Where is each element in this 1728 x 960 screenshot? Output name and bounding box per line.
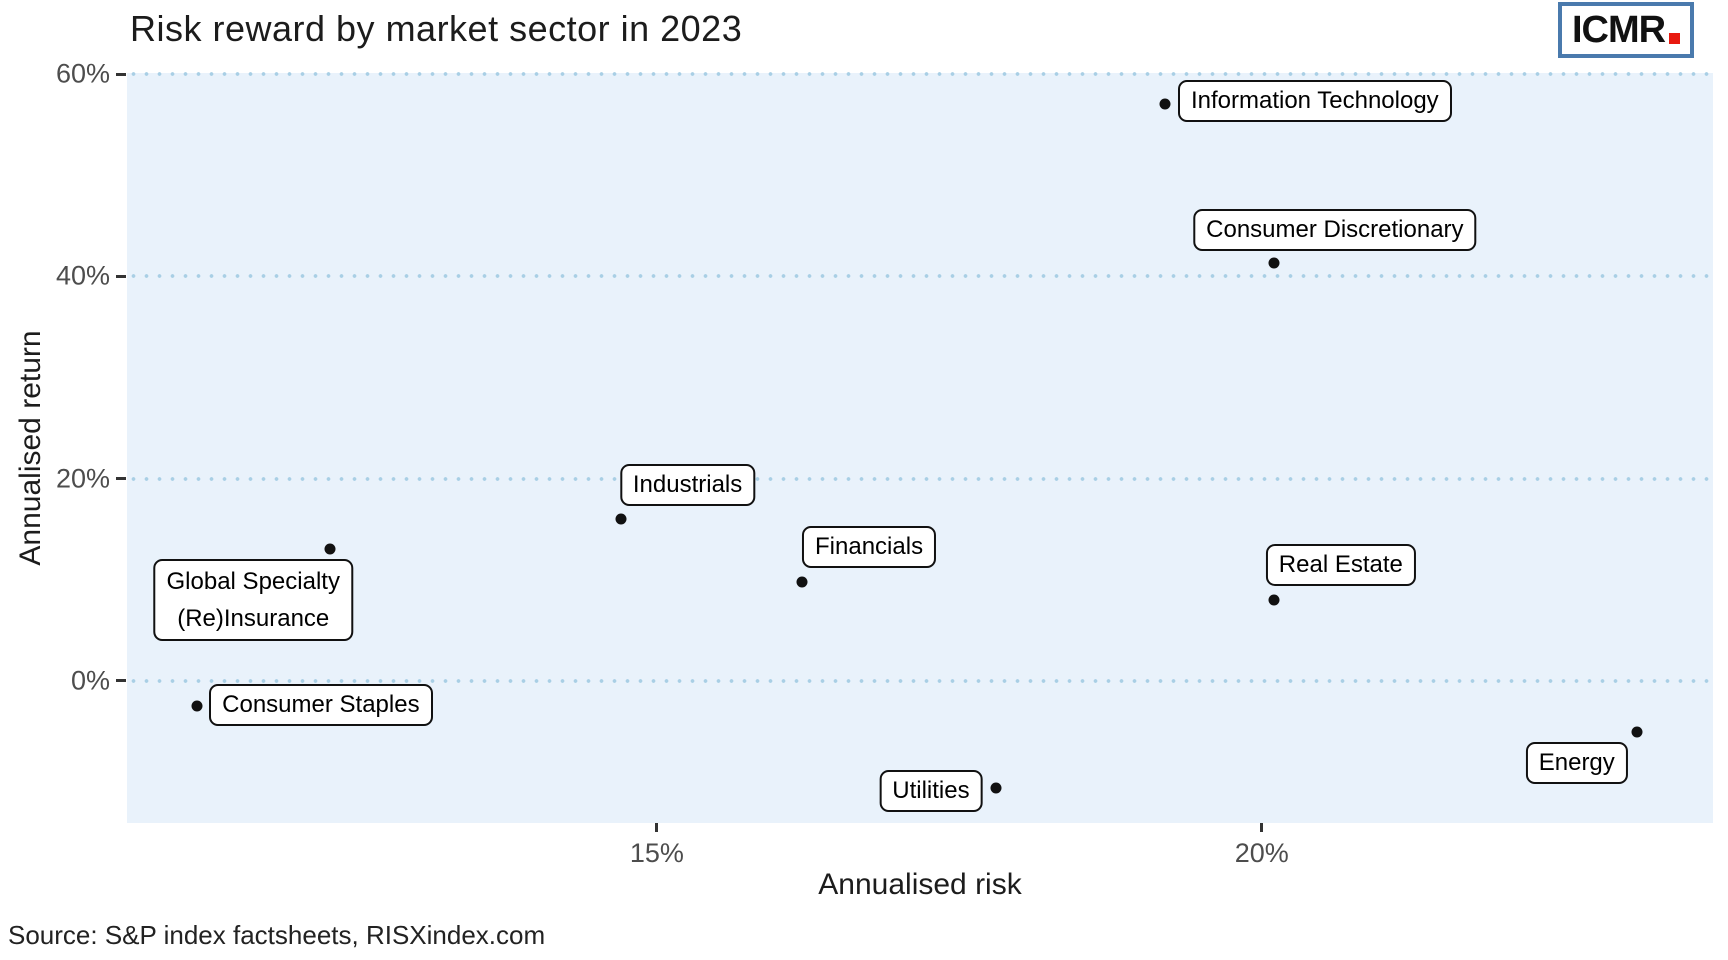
gridline-60 xyxy=(127,72,1713,77)
point-label-information-technology: Information Technology xyxy=(1177,80,1452,123)
y-tick-label-0: 0% xyxy=(70,665,110,696)
chart-point-consumer-staples xyxy=(191,700,203,712)
chart-point-energy xyxy=(1631,726,1643,738)
x-tick-mark-20 xyxy=(1260,823,1264,832)
icmr-logo: ICMR xyxy=(1558,2,1695,58)
source-note: Source: S&P index factsheets, RISXindex.… xyxy=(8,920,546,950)
y-tick-mark-60 xyxy=(116,72,126,76)
chart-point-real-estate xyxy=(1268,594,1280,606)
point-label-consumer-staples: Consumer Staples xyxy=(209,684,433,727)
point-label-utilities: Utilities xyxy=(879,770,983,813)
y-tick-mark-20 xyxy=(116,477,126,481)
icmr-logo-text: ICMR xyxy=(1572,8,1666,51)
gridline-40 xyxy=(127,274,1713,279)
y-tick-mark-0 xyxy=(116,679,126,683)
chart-title: Risk reward by market sector in 2023 xyxy=(130,8,743,49)
x-tick-label-20: 20% xyxy=(1234,838,1289,868)
gridline-0 xyxy=(127,678,1713,683)
chart-point-financials xyxy=(796,576,808,588)
y-tick-mark-40 xyxy=(116,274,126,278)
chart-point-information-technology xyxy=(1159,98,1171,110)
x-axis-title: Annualised risk xyxy=(818,868,1022,901)
point-label-industrials: Industrials xyxy=(619,464,756,507)
chart-point-global-specialty-re-insurance xyxy=(324,543,336,555)
y-tick-label-60: 60% xyxy=(55,58,110,89)
chart-point-consumer-discretionary xyxy=(1268,257,1280,269)
chart-point-utilities xyxy=(990,782,1002,794)
y-tick-label-40: 40% xyxy=(55,260,110,291)
chart-point-industrials xyxy=(615,513,627,525)
point-label-energy: Energy xyxy=(1525,742,1628,785)
icmr-logo-red-dot-icon xyxy=(1669,32,1681,44)
point-label-financials: Financials xyxy=(802,525,937,568)
x-tick-label-15: 15% xyxy=(629,838,684,868)
point-label-global-specialty-re-insurance: Global Specialty (Re)Insurance xyxy=(153,559,353,642)
gridline-20 xyxy=(127,476,1713,481)
y-tick-label-20: 20% xyxy=(55,463,110,494)
point-label-consumer-discretionary: Consumer Discretionary xyxy=(1193,209,1477,252)
point-label-real-estate: Real Estate xyxy=(1265,543,1416,586)
x-tick-mark-15 xyxy=(655,823,659,832)
y-axis-title: Annualised return xyxy=(14,330,47,566)
